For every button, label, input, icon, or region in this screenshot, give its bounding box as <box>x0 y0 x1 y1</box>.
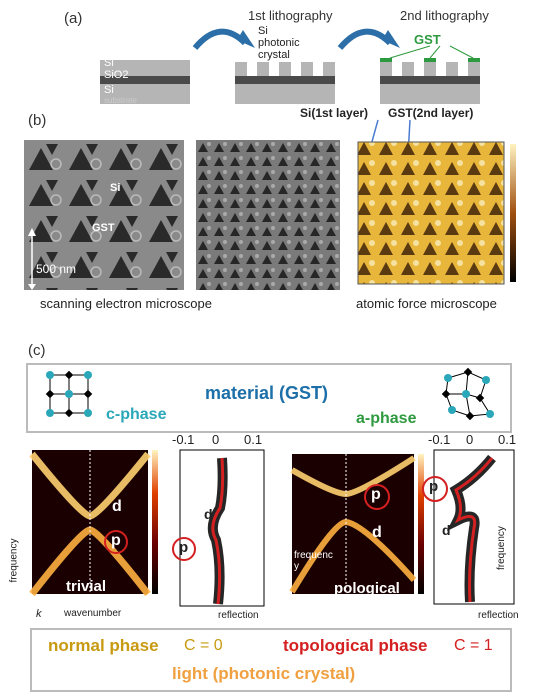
trivial-reflection-plot <box>179 449 265 607</box>
trivial-band-plot <box>29 450 158 597</box>
layer-sio2: SiO2 <box>104 69 129 81</box>
step1-label: 1st lithography <box>248 8 333 23</box>
left-refl-label: reflection <box>218 610 259 621</box>
step2-label: 2nd lithography <box>400 8 489 23</box>
topo-ylabel: frequenc y <box>294 550 333 572</box>
trivial-xlabel: wavenumber <box>64 608 122 619</box>
topo-p-label: p <box>371 486 381 503</box>
layer-si-top: Si <box>104 57 114 69</box>
c-phase-lattice-icon <box>45 370 93 418</box>
topo-p-circle <box>364 484 390 510</box>
right-tick-neg: -0.1 <box>428 432 451 447</box>
afm-caption: atomic force microscope <box>356 296 497 311</box>
right-refl-label: reflection <box>478 610 519 621</box>
left-tick-neg: -0.1 <box>172 432 195 447</box>
a-phase-lattice-icon <box>441 367 494 421</box>
left-refl-p-circle <box>172 537 196 561</box>
trivial-k: k <box>36 608 42 620</box>
topological-reflection-plot <box>433 449 515 605</box>
left-refl-p: p <box>179 539 189 556</box>
left-refl-d: d <box>204 506 213 522</box>
left-tick-pos: 0.1 <box>244 432 263 447</box>
trivial-ylabel: frequency <box>8 538 20 583</box>
right-refl-p: p <box>429 478 439 495</box>
a-phase-label: a-phase <box>356 410 417 427</box>
layer-si-bottom: Si <box>104 84 114 96</box>
trivial-d-label: d <box>112 498 122 515</box>
phase-summary-box <box>30 628 512 692</box>
light-label: light (photonic crystal) <box>172 664 356 683</box>
gst-layer-label: GST(2nd layer) <box>388 106 474 120</box>
panel-c-label: (c) <box>28 342 46 359</box>
sem-wide-image <box>196 140 340 290</box>
left-tick-zero: 0 <box>212 432 220 447</box>
trivial-p-label: p <box>111 532 121 549</box>
gst-label: GST <box>414 32 441 47</box>
panel-b-label: (b) <box>28 112 47 129</box>
trivial-name: trivial <box>66 578 107 595</box>
normal-phase-label: normal phase <box>48 636 159 655</box>
right-refl-d: d <box>442 522 451 538</box>
scale-bar-label: 500 nm <box>36 262 77 276</box>
topo-name: pological <box>334 580 400 597</box>
c0-label: C = 0 <box>184 637 223 654</box>
sem-caption: scanning electron microscope <box>40 296 212 311</box>
c-phase-label: c-phase <box>106 406 167 423</box>
si-layer-label: Si(1st layer) <box>300 106 369 120</box>
panel-a-label: (a) <box>64 10 83 27</box>
fabrication-diagram <box>100 28 480 104</box>
img-gst-label: GST <box>92 222 115 234</box>
material-box <box>26 363 512 433</box>
right-freq-label: frequency <box>496 526 507 570</box>
right-refl-p-circle <box>422 476 448 502</box>
c1-label: C = 1 <box>454 637 493 654</box>
right-tick-zero: 0 <box>466 432 474 447</box>
topo-d-label: d <box>372 524 382 541</box>
sem-zoom-image <box>24 140 184 290</box>
layer-substrate: substrate <box>104 96 137 105</box>
material-label: material (GST) <box>205 383 329 403</box>
right-tick-pos: 0.1 <box>498 432 517 447</box>
trivial-p-circle <box>104 530 128 554</box>
topological-band-plot <box>289 454 424 594</box>
si-crystal-label: Si photonic crystal <box>258 25 300 61</box>
img-si-label: Si <box>110 182 121 194</box>
afm-image <box>357 141 516 285</box>
topological-phase-label: topological phase <box>283 636 428 655</box>
